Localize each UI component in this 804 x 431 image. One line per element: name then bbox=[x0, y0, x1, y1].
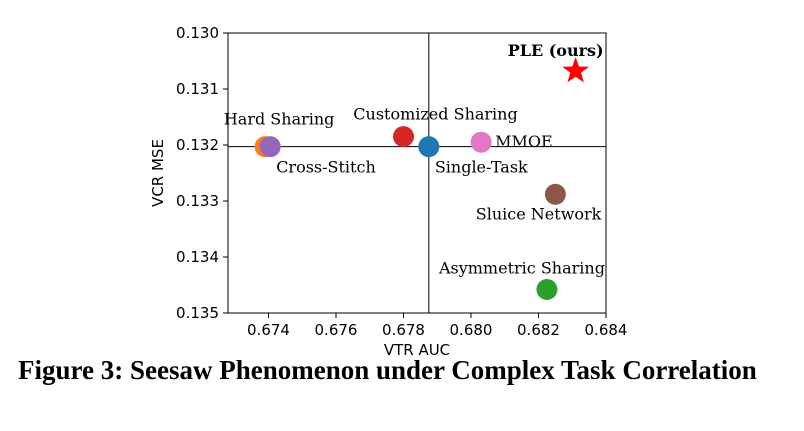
point-customized-sharing bbox=[393, 126, 414, 148]
x-tick-label: 0.676 bbox=[315, 321, 358, 339]
x-tick-label: 0.684 bbox=[585, 321, 628, 339]
point-ple-ours bbox=[562, 57, 589, 83]
point-single-task bbox=[418, 136, 440, 158]
y-tick-label: 0.134 bbox=[176, 248, 219, 266]
point-label-asymmetric-sharing: Asymmetric Sharing bbox=[438, 258, 605, 277]
point-label-customized-sharing: Customized Sharing bbox=[353, 105, 517, 124]
point-cross-stitch bbox=[259, 136, 281, 158]
x-tick-label: 0.680 bbox=[450, 321, 493, 339]
y-tick-label: 0.130 bbox=[176, 24, 219, 42]
y-tick-label: 0.132 bbox=[176, 136, 219, 154]
y-axis-title: VCR MSE bbox=[149, 139, 167, 207]
scatter-chart: 0.674 0.676 0.678 0.680 0.682 0.684 0.130 0.131… bbox=[149, 24, 627, 359]
plot-layer: 0.674 0.676 0.678 0.680 0.682 0.684 0.130 0.131… bbox=[176, 24, 627, 339]
point-label-sluice-network: Sluice Network bbox=[476, 204, 602, 223]
point-label-hard-sharing: Hard Sharing bbox=[224, 110, 335, 129]
plot-frame bbox=[227, 32, 607, 314]
point-asymmetric-sharing bbox=[536, 278, 558, 300]
point-label-cross-stitch: Cross-Stitch bbox=[276, 158, 376, 177]
x-tick-label: 0.682 bbox=[517, 321, 560, 339]
y-tick-label: 0.131 bbox=[176, 80, 219, 98]
y-tick-label: 0.135 bbox=[176, 304, 219, 322]
point-mmoe bbox=[470, 131, 492, 153]
point-label-mmoe: MMOE bbox=[495, 132, 553, 151]
x-tick-label: 0.678 bbox=[382, 321, 425, 339]
y-tick-label: 0.133 bbox=[176, 192, 219, 210]
point-label-single-task: Single-Task bbox=[435, 158, 528, 177]
figure-caption: Figure 3: Seesaw Phenomenon under Comple… bbox=[18, 355, 757, 385]
x-axis-title: VTR AUC bbox=[384, 341, 450, 359]
x-tick-label: 0.674 bbox=[247, 321, 290, 339]
point-sluice-network bbox=[544, 183, 566, 205]
point-label-ple-ours: PLE (ours) bbox=[508, 41, 604, 60]
